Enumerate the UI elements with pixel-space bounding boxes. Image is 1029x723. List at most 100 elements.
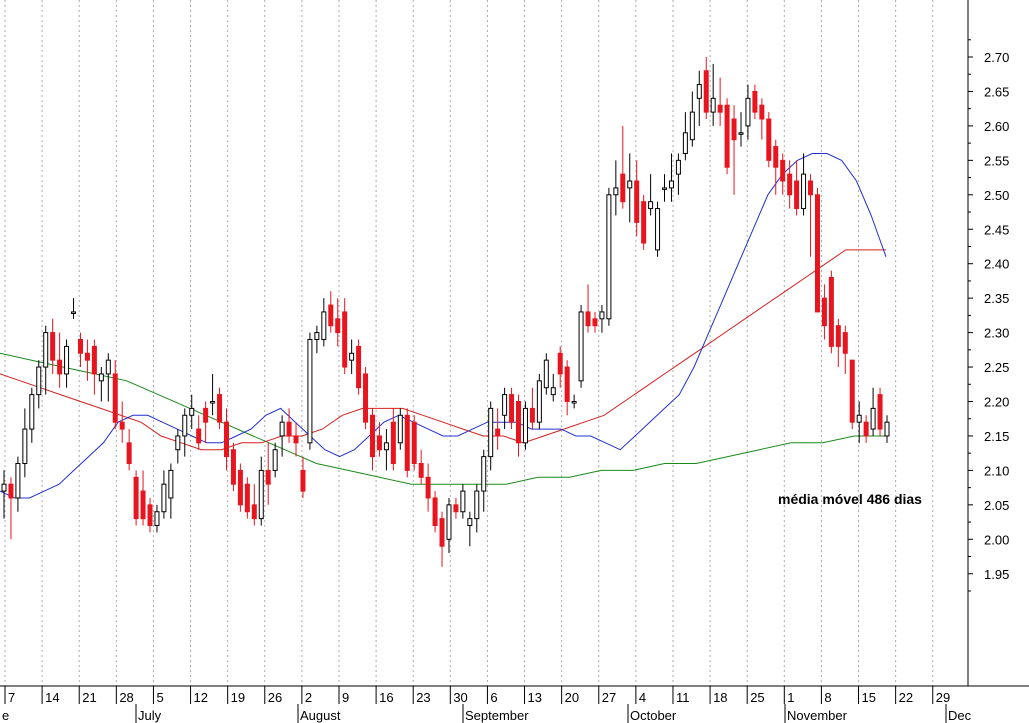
x-day-label: 19 xyxy=(231,690,245,705)
candle-body xyxy=(828,276,834,347)
candle-body xyxy=(182,414,188,437)
y-tick-label: 2.15 xyxy=(984,429,1009,444)
candle-body xyxy=(446,504,452,540)
candle-body xyxy=(223,421,229,458)
candle-body xyxy=(724,104,730,168)
y-tick-label: 2.45 xyxy=(984,222,1009,237)
candle-body xyxy=(175,435,181,451)
candle-body xyxy=(488,407,494,458)
candle-body xyxy=(210,401,216,404)
candle-body xyxy=(328,304,334,327)
candle-body xyxy=(321,311,327,340)
candle-body xyxy=(397,414,403,444)
x-month-label: September xyxy=(465,708,529,723)
candle-body xyxy=(335,318,341,334)
candle-body xyxy=(126,442,132,465)
candle-body xyxy=(71,311,77,314)
candle-body xyxy=(467,518,473,527)
candle-body xyxy=(766,118,772,161)
x-day-label: 20 xyxy=(565,690,579,705)
candle-body xyxy=(36,366,42,396)
x-day-label: 8 xyxy=(824,690,831,705)
candle-body xyxy=(1,483,7,492)
y-tick-label: 2.70 xyxy=(984,50,1009,65)
y-tick-label: 2.50 xyxy=(984,188,1009,203)
x-day-label: 26 xyxy=(268,690,282,705)
candle-body xyxy=(884,421,890,437)
x-day-label: 29 xyxy=(936,690,950,705)
candle-body xyxy=(8,483,14,499)
candle-body xyxy=(696,84,702,99)
y-tick-label: 2.60 xyxy=(984,119,1009,134)
y-tick-label: 2.00 xyxy=(984,532,1009,547)
candle-body xyxy=(849,359,855,423)
candle-body xyxy=(147,504,153,527)
candle-body xyxy=(119,421,125,430)
y-tick-label: 2.10 xyxy=(984,463,1009,478)
x-day-label: 13 xyxy=(528,690,542,705)
ma-short-line xyxy=(0,153,887,499)
candle-body xyxy=(251,504,257,520)
x-day-label: 27 xyxy=(602,690,616,705)
candle-body xyxy=(411,421,417,465)
candle-body xyxy=(161,483,167,513)
candle-body xyxy=(383,442,389,451)
candle-body xyxy=(655,208,661,251)
candle-body xyxy=(425,476,431,499)
candle-body xyxy=(529,407,535,423)
candle-body xyxy=(752,90,758,113)
ma-long-line xyxy=(0,352,886,485)
candle-body xyxy=(84,352,90,361)
candle-body xyxy=(495,428,501,437)
x-month-label: November xyxy=(787,708,848,723)
candle-body xyxy=(133,476,139,520)
candle-body xyxy=(557,352,563,375)
candle-body xyxy=(50,332,56,361)
x-month-label: Dec xyxy=(948,708,972,723)
candle-body xyxy=(543,359,549,389)
candle-body xyxy=(265,469,271,485)
candle-body xyxy=(279,421,285,437)
candle-body xyxy=(773,146,779,168)
candle-body xyxy=(369,414,375,458)
candle-body xyxy=(244,483,250,513)
candle-body xyxy=(272,449,278,471)
candle-body xyxy=(516,401,522,444)
candle-body xyxy=(613,187,619,196)
x-day-label: 21 xyxy=(82,690,96,705)
grid-lines xyxy=(4,0,934,686)
candle-body xyxy=(592,318,598,327)
candle-body xyxy=(863,421,869,437)
x-month-label: e xyxy=(2,708,9,723)
x-day-label: 6 xyxy=(490,690,497,705)
candle-body xyxy=(237,469,243,506)
candle-body xyxy=(599,311,605,320)
x-day-label: 12 xyxy=(194,690,208,705)
x-day-label: 25 xyxy=(750,690,764,705)
y-tick-label: 2.30 xyxy=(984,326,1009,341)
candle-body xyxy=(703,70,709,113)
candle-body xyxy=(550,387,556,396)
candle-body xyxy=(745,97,751,127)
candle-body xyxy=(453,504,459,513)
y-tick-label: 2.55 xyxy=(984,153,1009,168)
x-day-label: 14 xyxy=(45,690,59,705)
candle-body xyxy=(675,159,681,175)
x-month-label: August xyxy=(300,708,341,723)
candle-body xyxy=(668,180,674,189)
candle-body xyxy=(307,338,313,444)
candle-body xyxy=(439,518,445,547)
x-day-label: 23 xyxy=(416,690,430,705)
candle-body xyxy=(620,173,626,203)
candle-body xyxy=(105,359,111,375)
y-tick-label: 2.20 xyxy=(984,395,1009,410)
candle-body xyxy=(230,449,236,485)
candle-body xyxy=(154,511,160,527)
candle-body xyxy=(738,132,744,135)
ma-medium-line xyxy=(0,249,886,451)
x-day-label: 22 xyxy=(899,690,913,705)
candle-body xyxy=(64,345,70,375)
candle-body xyxy=(29,394,35,430)
